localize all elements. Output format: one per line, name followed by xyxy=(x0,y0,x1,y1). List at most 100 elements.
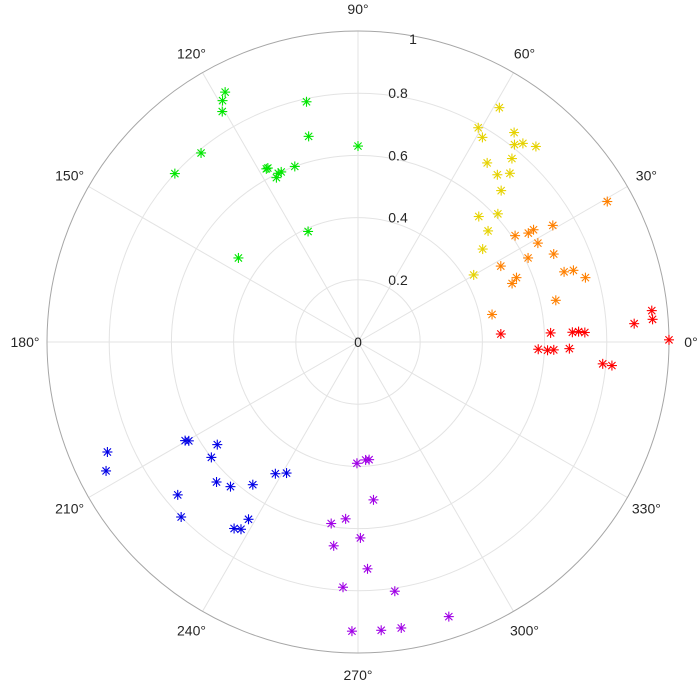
spoke-120 xyxy=(202,72,359,343)
data-point xyxy=(547,220,558,231)
data-point xyxy=(506,153,517,164)
data-point xyxy=(509,127,520,138)
data-point xyxy=(172,489,183,500)
data-point xyxy=(482,157,493,168)
data-point xyxy=(233,252,244,263)
data-point xyxy=(229,523,240,534)
spoke-240 xyxy=(202,341,359,612)
data-markers xyxy=(101,87,674,637)
angle-tick-label: 210° xyxy=(55,501,84,517)
data-point xyxy=(396,622,407,633)
data-point xyxy=(206,452,217,463)
data-point xyxy=(477,132,488,143)
series-0 xyxy=(495,305,674,371)
data-point xyxy=(169,168,180,179)
angle-tick-label: 330° xyxy=(632,501,661,517)
series-4 xyxy=(101,435,292,535)
data-point xyxy=(351,458,362,469)
data-point xyxy=(271,172,282,183)
ring-1 xyxy=(295,279,421,405)
data-point xyxy=(528,224,539,235)
data-point xyxy=(102,447,113,458)
data-point xyxy=(548,344,559,355)
data-point xyxy=(247,479,258,490)
data-point xyxy=(523,228,534,239)
data-point xyxy=(495,261,506,272)
axis-labels: 0 0.2 0.4 0.6 0.8 1 0° 30° 60° 90° 120° 150° 180° 210… xyxy=(11,1,697,683)
series-2 xyxy=(468,102,541,280)
data-point xyxy=(646,305,657,316)
angle-tick-label: 60° xyxy=(514,46,535,62)
data-point xyxy=(364,454,375,465)
data-point xyxy=(517,138,528,149)
ring-3 xyxy=(170,154,546,530)
data-point xyxy=(220,87,231,98)
data-point xyxy=(289,161,300,172)
data-point xyxy=(580,272,591,283)
data-point xyxy=(494,102,505,113)
data-point xyxy=(548,249,559,260)
angle-tick-label: 240° xyxy=(177,622,206,638)
series-3 xyxy=(169,87,363,263)
data-point xyxy=(281,468,292,479)
data-point xyxy=(326,518,337,529)
data-point xyxy=(487,309,498,320)
data-point xyxy=(510,230,521,241)
data-point xyxy=(663,334,674,345)
data-point xyxy=(550,295,561,306)
data-point xyxy=(376,625,387,636)
data-point xyxy=(217,106,228,117)
data-point xyxy=(261,163,272,174)
data-point xyxy=(564,343,575,354)
spoke-300 xyxy=(357,341,514,612)
data-point xyxy=(362,563,373,574)
angle-tick-label: 270° xyxy=(344,667,373,683)
data-point xyxy=(504,168,515,179)
data-point xyxy=(511,272,522,283)
data-point xyxy=(629,318,640,329)
data-point xyxy=(212,439,223,450)
polar-grid xyxy=(46,30,670,654)
series-5 xyxy=(326,454,454,637)
data-point xyxy=(647,314,658,325)
data-point xyxy=(509,139,520,150)
angle-tick-label: 120° xyxy=(177,46,206,62)
data-point xyxy=(559,266,570,277)
data-point xyxy=(338,582,349,593)
spoke-60 xyxy=(357,72,514,343)
data-point xyxy=(492,169,503,180)
radial-tick-label: 0 xyxy=(354,334,362,350)
spoke-210 xyxy=(88,341,359,498)
angle-tick-label: 30° xyxy=(636,168,657,184)
data-point xyxy=(542,345,553,356)
data-point xyxy=(523,252,534,263)
data-point xyxy=(340,513,351,524)
data-point xyxy=(568,265,579,276)
data-point xyxy=(196,147,207,158)
data-point xyxy=(507,278,518,289)
data-point xyxy=(468,269,479,280)
data-point xyxy=(211,477,222,488)
radial-tick-label: 0.2 xyxy=(388,272,408,288)
data-point xyxy=(443,611,454,622)
data-point xyxy=(225,481,236,492)
data-point xyxy=(235,524,246,535)
series-1 xyxy=(487,196,613,320)
data-point xyxy=(176,512,187,523)
angle-tick-label: 150° xyxy=(55,168,84,184)
angle-tick-label: 180° xyxy=(11,334,40,350)
angle-tick-label: 90° xyxy=(347,1,368,17)
data-point xyxy=(606,360,617,371)
radial-tick-label: 0.4 xyxy=(388,210,408,226)
data-point xyxy=(530,141,541,152)
data-point xyxy=(273,168,284,179)
data-point xyxy=(473,122,484,133)
data-point xyxy=(496,185,507,196)
spoke-30 xyxy=(357,186,628,343)
data-point xyxy=(602,196,613,207)
spoke-150 xyxy=(88,186,359,343)
radial-tick-label: 0.6 xyxy=(388,147,408,163)
data-point xyxy=(473,211,484,222)
data-point xyxy=(353,141,363,152)
